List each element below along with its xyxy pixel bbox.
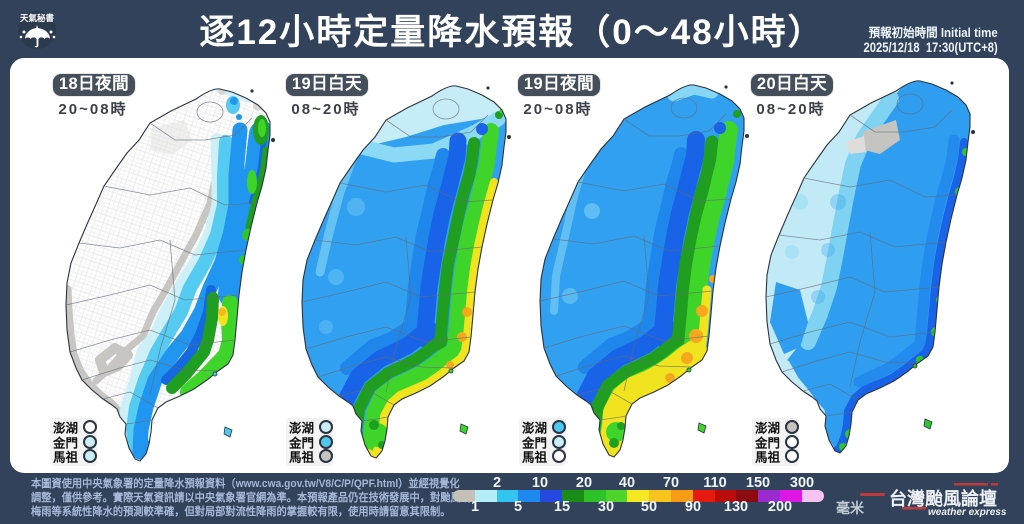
svg-text:weather express: weather express bbox=[928, 507, 1007, 518]
svg-text:台灣颱風論壇: 台灣颱風論壇 bbox=[889, 488, 997, 509]
svg-text:天氣秘書: 天氣秘書 bbox=[20, 13, 55, 23]
